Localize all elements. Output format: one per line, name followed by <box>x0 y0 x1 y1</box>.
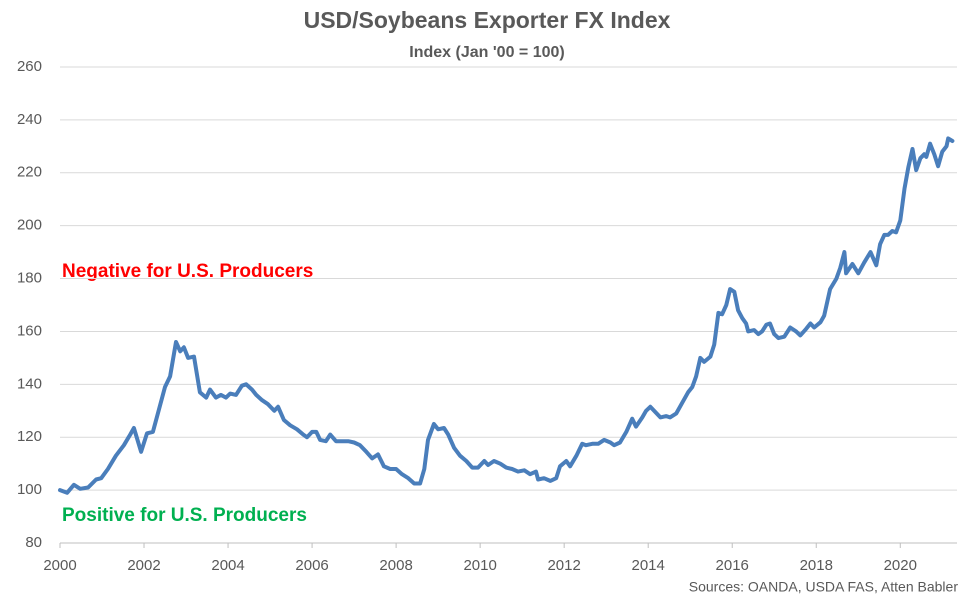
annotation: Positive for U.S. Producers <box>62 505 307 526</box>
x-tick-label: 2018 <box>800 557 833 574</box>
y-tick-label: 120 <box>17 428 42 445</box>
y-tick-label: 260 <box>17 58 42 75</box>
data-line <box>58 136 955 495</box>
y-tick-label: 220 <box>17 164 42 181</box>
y-tick-label: 80 <box>25 534 42 551</box>
x-tick-label: 2002 <box>127 557 160 574</box>
x-tick-label: 2016 <box>716 557 749 574</box>
x-tick-label: 2014 <box>632 557 665 574</box>
source-note: Sources: OANDA, USDA FAS, Atten Babler <box>689 579 959 595</box>
y-tick-label: 240 <box>17 111 42 128</box>
x-tick-label: 2004 <box>211 557 244 574</box>
chart-subtitle: Index (Jan '00 = 100) <box>409 44 564 61</box>
annotation: Negative for U.S. Producers <box>62 261 313 282</box>
x-tick-label: 2006 <box>295 557 328 574</box>
x-tick-label: 2020 <box>884 557 917 574</box>
y-tick-label: 200 <box>17 217 42 234</box>
x-tick-label: 2008 <box>379 557 412 574</box>
y-tick-label: 140 <box>17 375 42 392</box>
x-tick-label: 2000 <box>43 557 76 574</box>
y-tick-label: 100 <box>17 481 42 498</box>
x-tick-label: 2012 <box>547 557 580 574</box>
chart-title: USD/Soybeans Exporter FX Index <box>304 7 671 33</box>
y-tick-label: 160 <box>17 322 42 339</box>
x-tick-label: 2010 <box>463 557 496 574</box>
y-tick-label: 180 <box>17 270 42 287</box>
